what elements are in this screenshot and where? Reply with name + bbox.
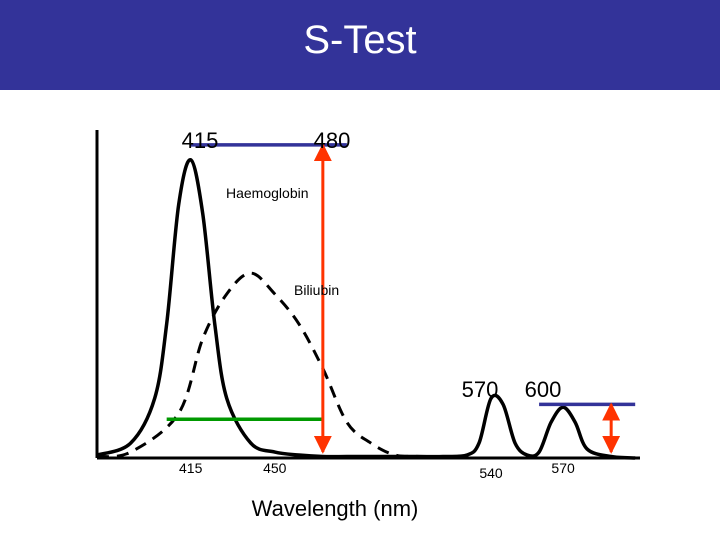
bilirubin-label: Biliubin <box>294 282 339 298</box>
haemoglobin-curve <box>96 158 636 460</box>
top-label: 415 <box>182 128 219 153</box>
chart-curves <box>96 158 636 460</box>
right-label: 600 <box>525 377 562 402</box>
x-axis-label: Wavelength (nm) <box>252 496 419 521</box>
chart-labels: 415 450 540 570 Wavelength (nm) 415 480 570 600 H… <box>179 128 575 521</box>
x-tick-label: 415 <box>179 460 203 476</box>
haemoglobin-label: Haemoglobin <box>226 185 309 201</box>
x-tick-label: 570 <box>551 460 575 476</box>
x-tick-label: 540 <box>479 465 503 481</box>
x-tick-label: 450 <box>263 460 287 476</box>
title-bar <box>0 0 720 90</box>
bilirubin-curve <box>96 271 444 460</box>
slide-title: S-Test <box>303 18 417 62</box>
top-label: 480 <box>314 128 351 153</box>
right-label: 570 <box>462 377 499 402</box>
reference-lines <box>166 143 636 454</box>
